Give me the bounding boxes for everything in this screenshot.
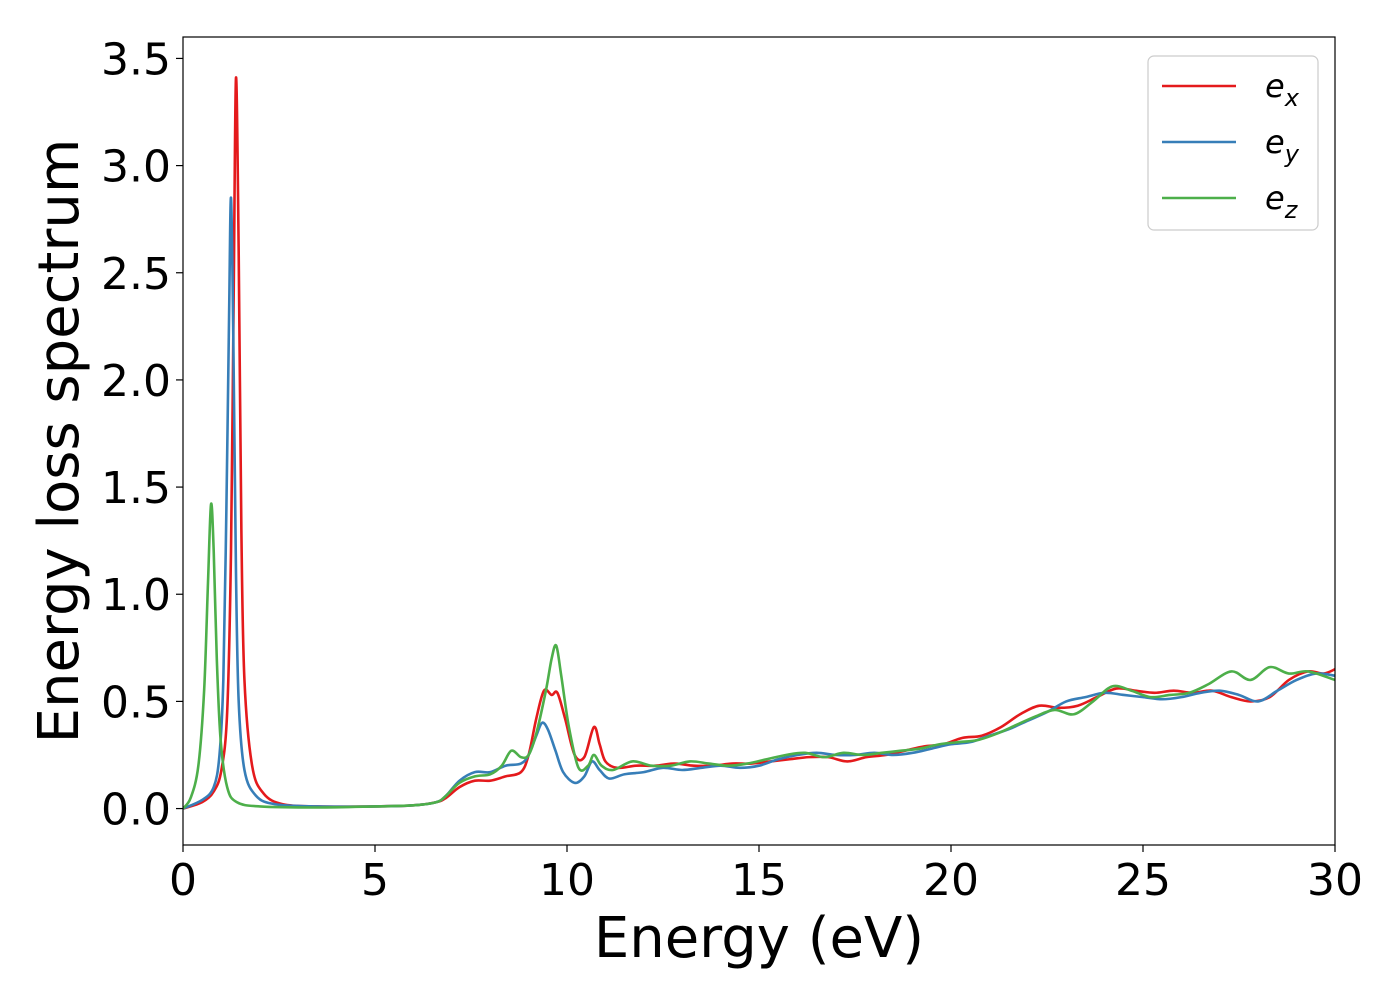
y-tick-label: 3.5 <box>101 34 171 85</box>
x-tick-label: 15 <box>731 855 787 906</box>
legend-label-z: ez <box>1265 179 1299 224</box>
y-tick-label: 3.0 <box>101 142 171 193</box>
x-tick-label: 30 <box>1307 855 1363 906</box>
y-tick-label: 0.5 <box>101 677 171 728</box>
y-axis-ticks: 0.0 0.5 1.0 1.5 2.0 2.5 3.0 3.5 <box>101 34 183 836</box>
y-tick-label: 2.5 <box>101 249 171 300</box>
legend-label-y: ey <box>1265 123 1300 168</box>
x-tick-label: 5 <box>361 855 389 906</box>
series-line-y <box>183 196 1335 810</box>
x-tick-label: 25 <box>1115 855 1171 906</box>
x-axis-title: Energy (eV) <box>594 906 924 971</box>
x-tick-label: 20 <box>923 855 979 906</box>
legend-label-x: ex <box>1265 67 1300 112</box>
y-tick-label: 1.5 <box>101 463 171 514</box>
x-axis-ticks: 0 5 10 15 20 25 30 <box>169 845 1363 906</box>
y-tick-label: 0.0 <box>101 785 171 836</box>
series-line-z <box>183 502 1335 810</box>
x-tick-label: 0 <box>169 855 197 906</box>
x-tick-label: 10 <box>539 855 595 906</box>
series-layer <box>183 76 1335 810</box>
legend: ex ey ez <box>1147 55 1319 231</box>
y-tick-label: 1.0 <box>101 570 171 621</box>
y-tick-label: 2.0 <box>101 356 171 407</box>
y-axis-title: Energy loss spectrum <box>27 139 92 744</box>
